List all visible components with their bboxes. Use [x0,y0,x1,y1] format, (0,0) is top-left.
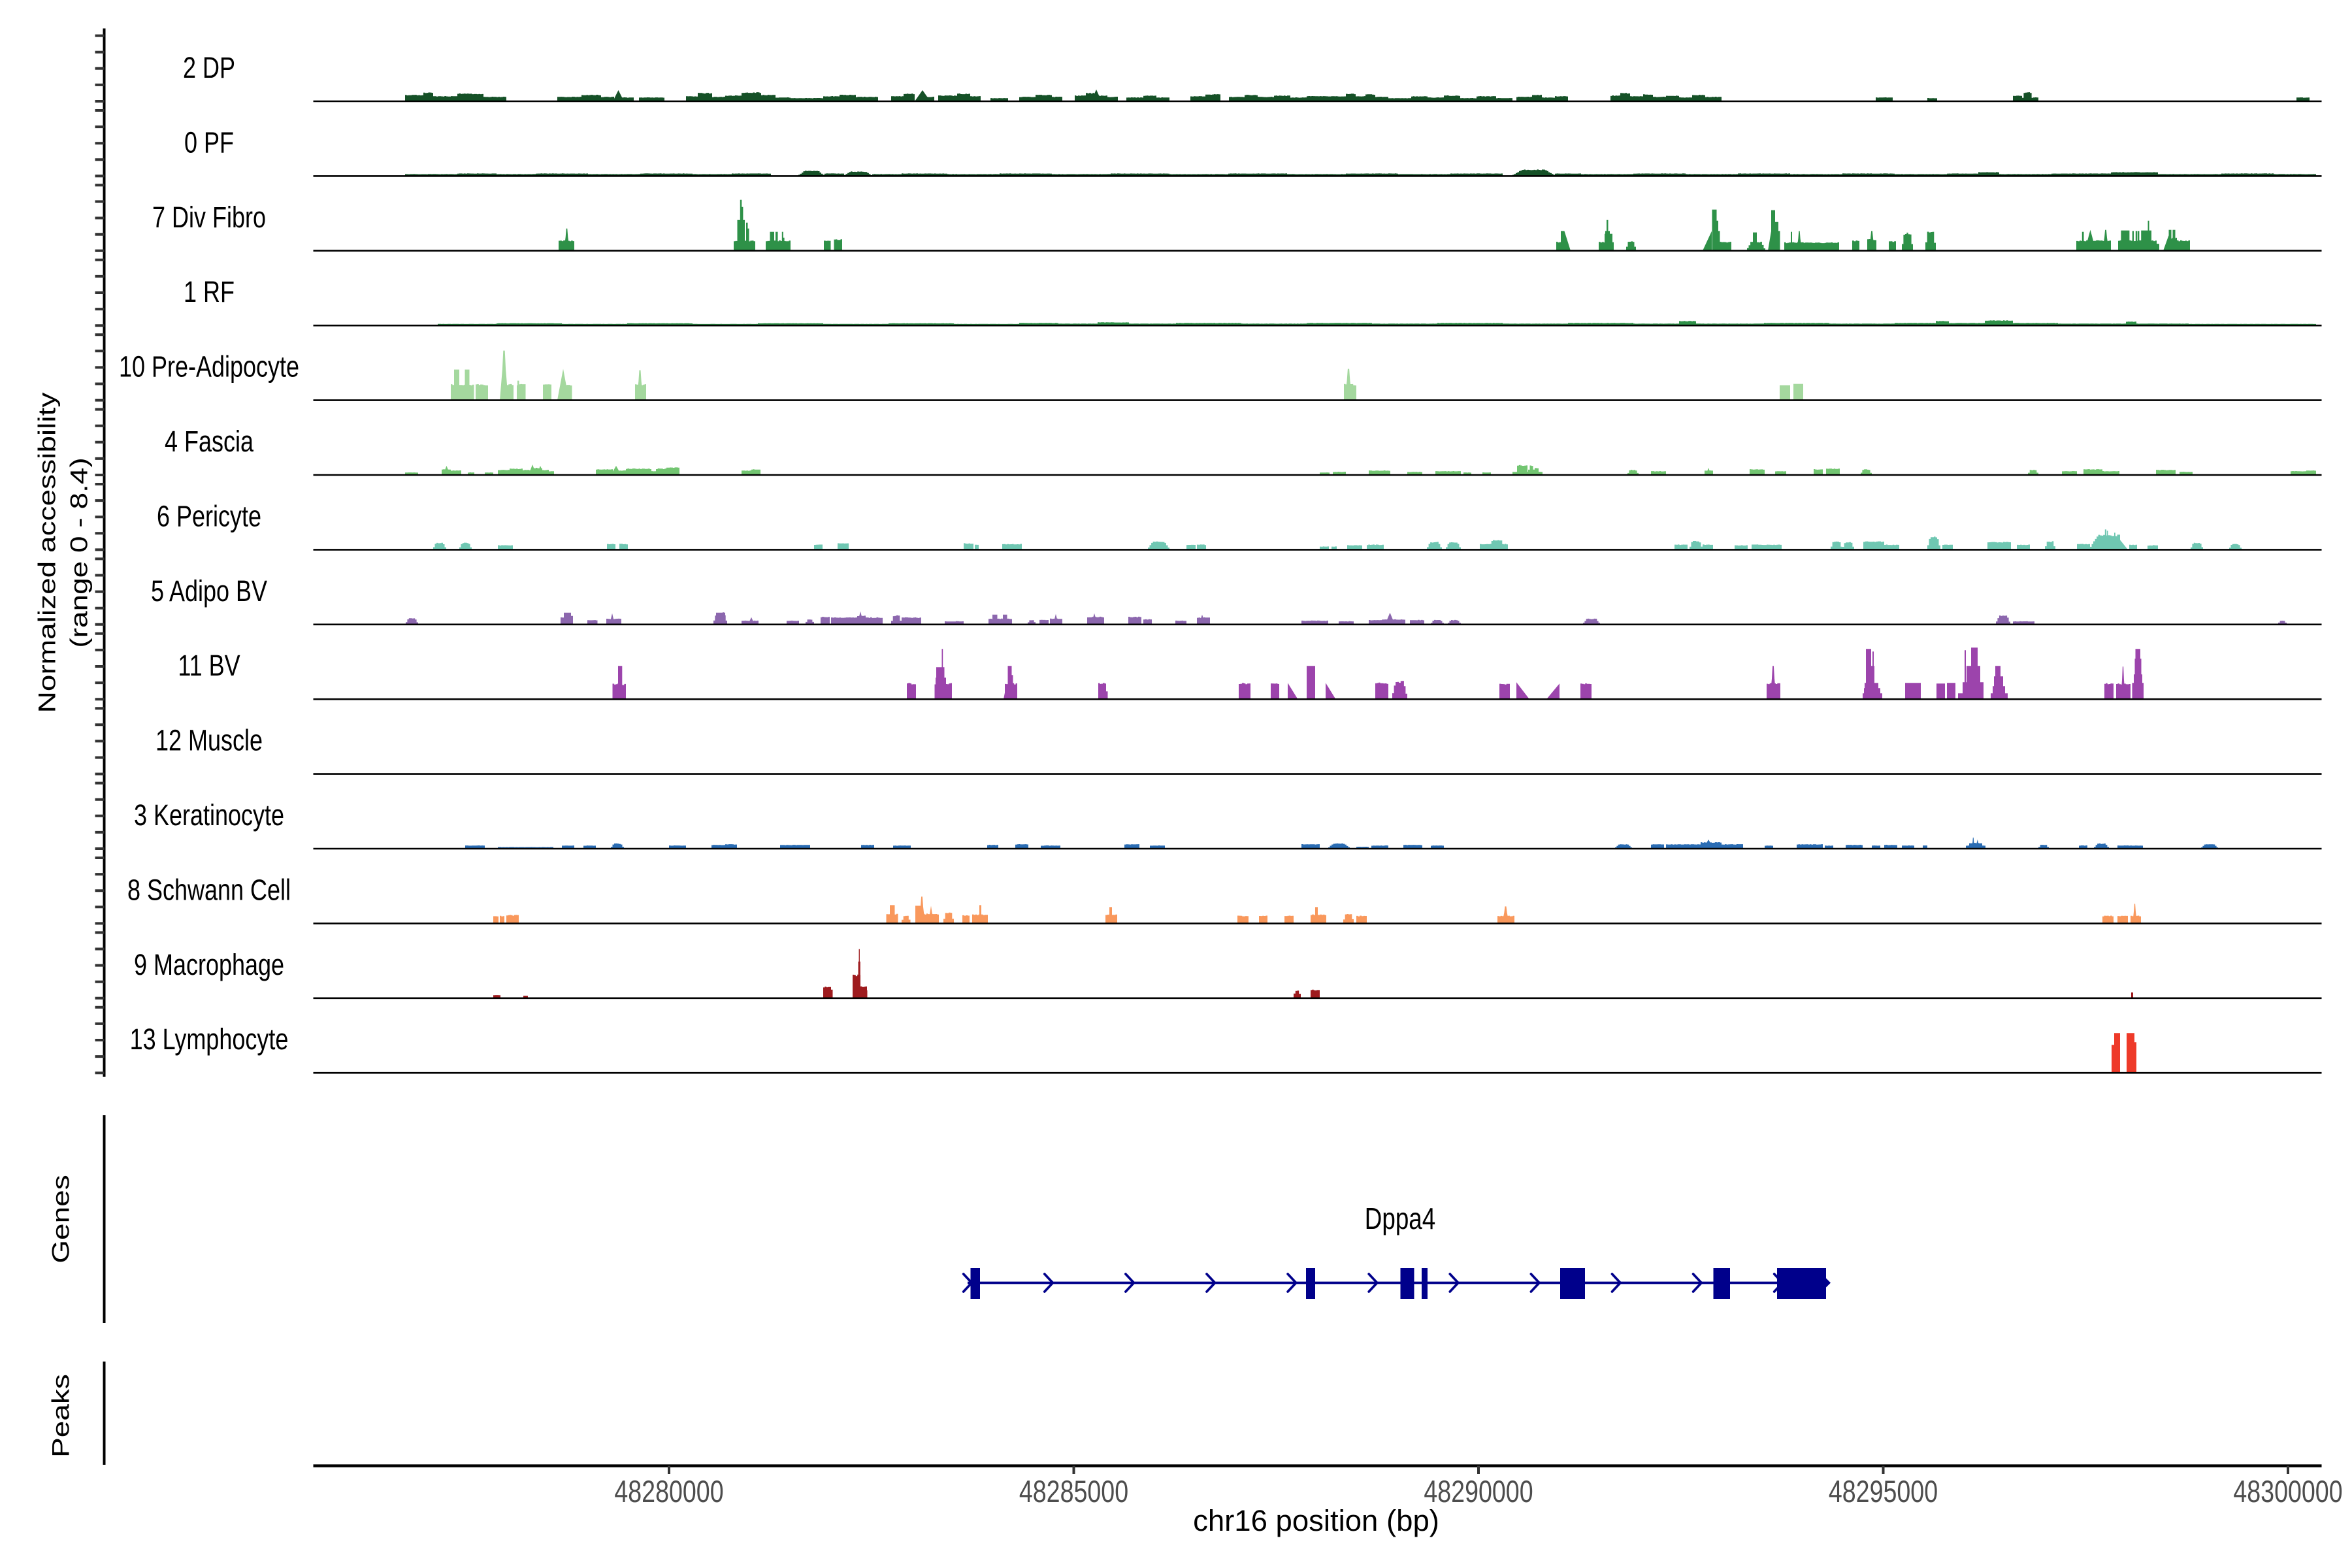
svg-text:5 Adipo BV: 5 Adipo BV [151,574,267,608]
svg-text:9 Macrophage: 9 Macrophage [134,948,284,981]
svg-text:6 Pericyte: 6 Pericyte [157,500,261,533]
svg-text:10 Pre-Adipocyte: 10 Pre-Adipocyte [119,350,299,384]
svg-text:8 Schwann Cell: 8 Schwann Cell [127,874,291,907]
svg-text:Normalized accessibility: Normalized accessibility [33,392,61,713]
svg-text:13 Lymphocyte: 13 Lymphocyte [130,1022,289,1056]
svg-text:48300000: 48300000 [2233,1475,2342,1509]
svg-text:0 PF: 0 PF [184,126,234,159]
svg-text:(range 0 - 8.4): (range 0 - 8.4) [65,457,93,647]
svg-text:7 Div Fibro: 7 Div Fibro [152,201,266,234]
svg-text:48280000: 48280000 [614,1475,723,1509]
svg-text:12 Muscle: 12 Muscle [155,724,263,757]
svg-text:11 BV: 11 BV [178,649,240,682]
svg-text:chr16 position (bp): chr16 position (bp) [1193,1504,1439,1537]
svg-text:1 RF: 1 RF [184,275,235,308]
svg-text:Dppa4: Dppa4 [1365,1201,1435,1235]
svg-text:3 Keratinocyte: 3 Keratinocyte [134,798,284,832]
svg-text:48285000: 48285000 [1019,1475,1128,1509]
svg-text:Genes: Genes [47,1175,74,1263]
svg-text:Peaks: Peaks [47,1374,74,1458]
svg-text:48295000: 48295000 [1829,1475,1938,1509]
svg-text:2 DP: 2 DP [183,51,235,84]
svg-text:4 Fascia: 4 Fascia [165,425,253,458]
svg-text:48290000: 48290000 [1424,1475,1533,1509]
